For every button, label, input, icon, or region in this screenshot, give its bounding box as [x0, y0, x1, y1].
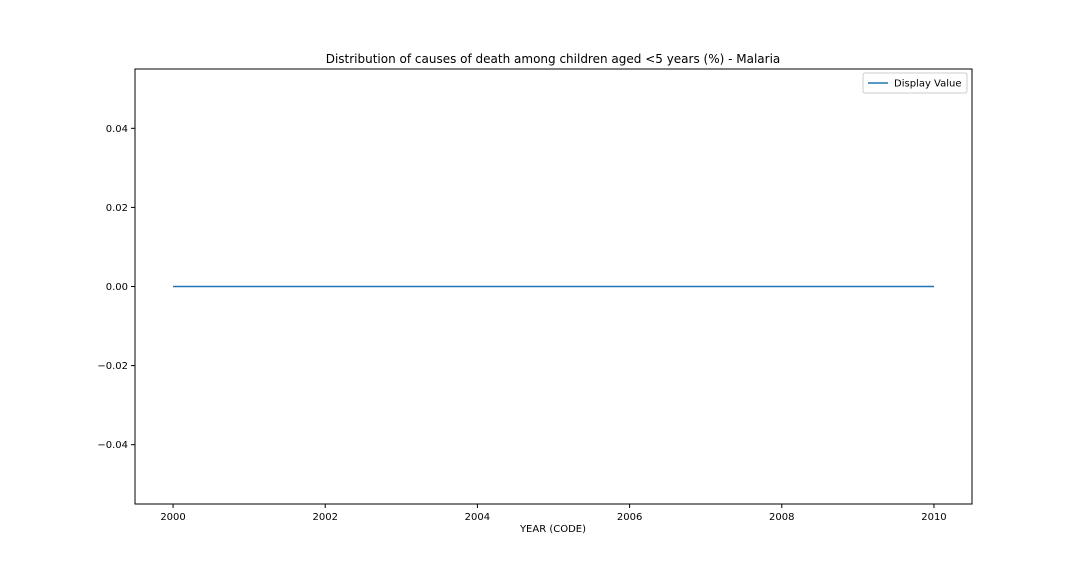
y-tick-label: −0.04	[97, 440, 128, 451]
chart-title: Distribution of causes of death among ch…	[326, 52, 781, 66]
legend: Display Value	[862, 72, 968, 94]
y-tick-label: 0.02	[106, 203, 128, 214]
legend-box	[862, 72, 968, 94]
y-tick-label: 0.04	[106, 124, 128, 135]
x-tick-label: 2008	[769, 512, 794, 523]
x-tick-label: 2006	[617, 512, 642, 523]
x-tick-label: 2010	[921, 512, 946, 523]
x-tick-label: 2002	[313, 512, 338, 523]
x-tick-label: 2004	[465, 512, 490, 523]
plot-area: 2000 2002 2004 2006 2008 2010 −0.04 −0.02 0.00 0…	[97, 68, 973, 523]
legend-label: Display Value	[894, 79, 962, 90]
x-axis: 2000 2002 2004 2006 2008 2010	[160, 504, 947, 523]
y-axis: −0.04 −0.02 0.00 0.02 0.04	[97, 124, 135, 451]
y-tick-label: −0.02	[97, 361, 128, 372]
x-tick-label: 2000	[160, 512, 185, 523]
y-tick-label: 0.00	[106, 282, 128, 293]
x-axis-title: YEAR (CODE)	[519, 524, 586, 535]
